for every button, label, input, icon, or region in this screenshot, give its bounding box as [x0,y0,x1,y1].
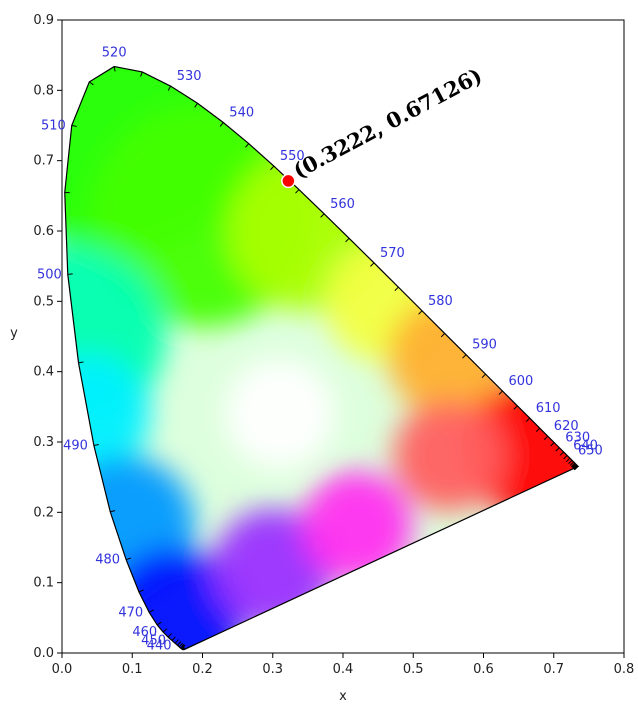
x-tick-label: 0.5 [403,662,424,677]
y-tick-label: 0.1 [33,576,54,591]
wavelength-label: 490 [63,439,88,454]
y-tick-label: 0.3 [33,435,54,450]
y-tick-label: 0.2 [33,505,54,520]
wavelength-label: 560 [330,197,355,212]
y-tick-label: 0.7 [33,154,54,169]
y-tick-label: 0.4 [33,365,54,380]
wavelength-label: 500 [37,267,62,282]
wavelength-label: 480 [95,553,120,568]
wavelength-label: 510 [41,118,66,133]
wavelength-label: 540 [229,106,254,121]
x-tick-label: 0.7 [543,662,564,677]
x-axis: 0.0 0.1 0.2 0.3 0.4 0.5 0.6 0.7 0.8 [52,653,635,677]
x-tick-label: 0.1 [122,662,143,677]
x-tick-label: 0.0 [52,662,73,677]
wavelength-label: 590 [472,338,497,353]
wavelength-label: 530 [177,69,202,84]
y-axis-label: y [10,326,18,341]
y-axis: 0.0 0.1 0.2 0.3 0.4 0.5 0.6 0.7 0.8 0.9 [33,13,62,661]
highlighted-point [282,174,295,187]
wavelength-label: 580 [428,294,453,309]
y-tick-label: 0.0 [33,646,54,661]
y-tick-label: 0.6 [33,224,54,239]
wavelength-label: 600 [509,374,534,389]
x-tick-label: 0.8 [614,662,635,677]
x-axis-label: x [339,689,347,704]
wavelength-label: 520 [102,46,127,61]
y-tick-label: 0.8 [33,83,54,98]
wavelength-label: 460 [132,625,157,640]
x-tick-label: 0.4 [333,662,354,677]
wavelength-label: 610 [536,401,561,416]
wavelength-label: 570 [380,246,405,261]
y-tick-label: 0.9 [33,13,54,28]
wavelength-label: 470 [118,605,143,620]
x-tick-label: 0.2 [192,662,213,677]
y-tick-label: 0.5 [33,294,54,309]
x-tick-label: 0.6 [473,662,494,677]
wavelength-label: 650 [578,443,603,458]
x-tick-label: 0.3 [262,662,283,677]
